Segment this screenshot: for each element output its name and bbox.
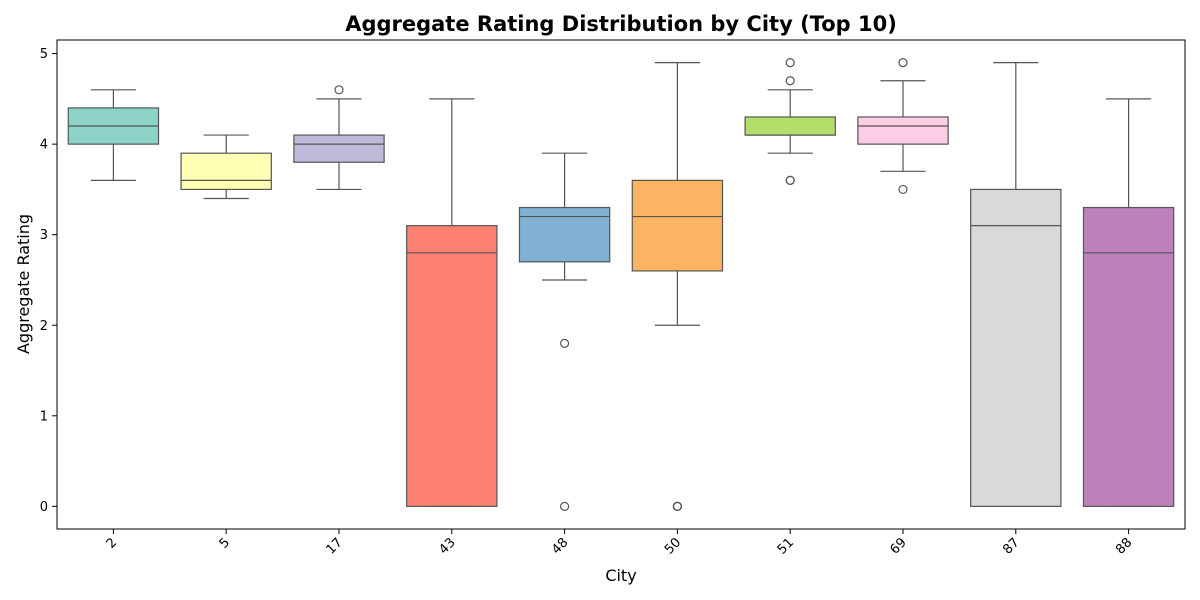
y-axis: 0 1 2 3 4 5	[40, 47, 57, 515]
box-88	[1082, 98, 1175, 507]
box-50	[631, 62, 724, 511]
outlier-point	[898, 184, 908, 195]
box-87	[970, 62, 1062, 507]
box-5	[180, 134, 272, 200]
plot-frame	[56, 39, 1186, 530]
iqr-box	[518, 206, 611, 263]
x-axis: 2 5 17 43 48 50 51 69 87 88	[104, 529, 1135, 558]
y-tick-label: 1	[40, 409, 48, 424]
iqr-box	[1082, 206, 1175, 507]
iqr-box	[970, 188, 1062, 507]
box-48	[518, 152, 611, 511]
box-plot-series	[67, 58, 1175, 511]
iqr-box	[293, 134, 385, 163]
iqr-box	[857, 116, 949, 145]
outlier-point	[898, 58, 908, 68]
box-51	[744, 58, 836, 185]
outlier-point	[785, 76, 795, 86]
box-17	[293, 85, 385, 191]
iqr-box	[406, 225, 498, 507]
iqr-box	[631, 179, 724, 272]
outlier-point	[672, 501, 683, 511]
iqr-box	[744, 116, 836, 136]
outlier-point	[334, 85, 344, 95]
outlier-point	[785, 58, 795, 68]
y-tick-label: 2	[40, 319, 48, 334]
box-43	[406, 98, 498, 507]
outlier-point	[559, 338, 570, 348]
outlier-point	[785, 175, 795, 185]
box-69	[857, 58, 949, 195]
y-tick-label: 3	[40, 228, 48, 243]
x-axis-title: City	[605, 566, 636, 585]
box-2	[67, 89, 160, 181]
y-tick-label: 5	[40, 47, 48, 62]
chart-title: Aggregate Rating Distribution by City (T…	[345, 12, 897, 36]
outlier-point	[559, 501, 570, 511]
y-tick-label: 0	[40, 500, 48, 515]
iqr-box	[180, 152, 272, 191]
y-axis-title: Aggregate Rating	[14, 214, 33, 354]
y-tick-label: 4	[40, 138, 48, 153]
